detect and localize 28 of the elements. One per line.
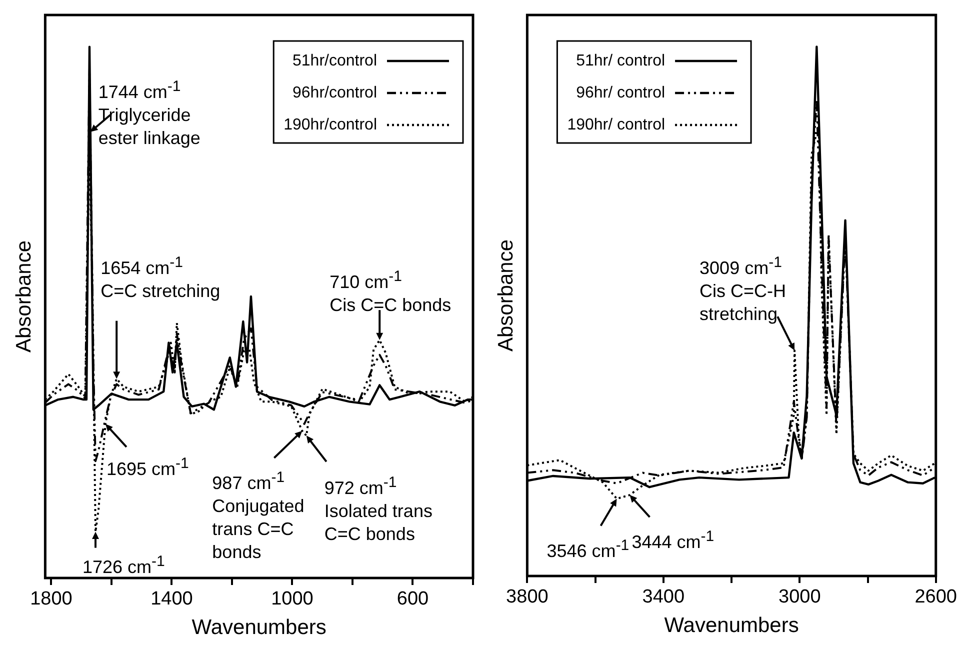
annotation: 1695 cm$^{-1}$ [106, 454, 189, 481]
annotation: 1744 cm$^{-1}$ Triglyceride ester linkage [98, 76, 200, 150]
legend-label: 51hr/control [292, 52, 377, 70]
annotation: 972 cm$^{-1}$ Isolated trans C=C bonds [324, 472, 432, 546]
x-tick-label: 1800 [30, 588, 72, 610]
annotation: 1726 cm$^{-1}$ [82, 552, 165, 579]
legend-label: 51hr/ control [576, 52, 666, 70]
y-axis-title: Absorbance [494, 239, 518, 352]
x-tick-label: 1000 [271, 588, 314, 610]
annotation: 3009 cm$^{-1}$ Cis C=C-H stretching [700, 252, 786, 326]
x-tick-label: 1400 [150, 588, 193, 610]
x-axis-title: Wavenumbers [192, 616, 326, 640]
legend-label: 96hr/control [292, 84, 377, 102]
legend-label: 96hr/ control [576, 84, 666, 102]
legend-label: 190hr/control [284, 116, 377, 134]
annotation: 987 cm$^{-1}$ Conjugated trans C=C bonds [212, 468, 304, 564]
annotation: 3444 cm$^{-1}$ [632, 527, 714, 554]
y-axis-title: Absorbance [12, 240, 36, 353]
x-tick-label: 3400 [642, 586, 685, 608]
x-axis-title: Wavenumbers [664, 614, 799, 638]
x-tick-label: 600 [396, 588, 429, 610]
legend-label: 190hr/ control [567, 116, 666, 134]
x-tick-label: 2600 [914, 586, 958, 608]
annotation: 710 cm$^{-1}$ Cis C=C bonds [330, 267, 452, 318]
x-tick-label: 3800 [506, 586, 548, 608]
annotation: 3546 cm$^{-1}$ [546, 536, 630, 563]
annotation: 1654 cm$^{-1}$ C=C stretching [100, 252, 220, 303]
x-tick-label: 3000 [778, 586, 821, 608]
